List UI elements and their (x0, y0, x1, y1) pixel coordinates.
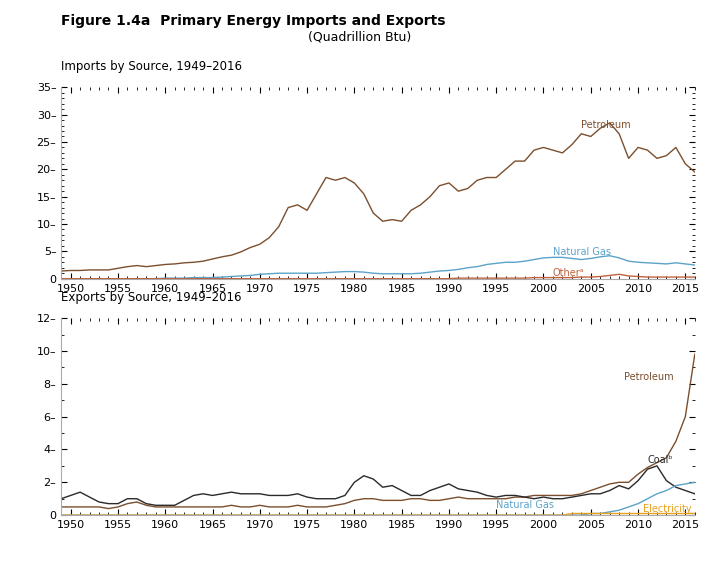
Text: Imports by Source, 1949–2016: Imports by Source, 1949–2016 (61, 60, 242, 73)
Text: Figure 1.4a  Primary Energy Imports and Exports: Figure 1.4a Primary Energy Imports and E… (61, 14, 446, 28)
Text: Petroleum: Petroleum (624, 373, 673, 382)
Text: Natural Gas: Natural Gas (553, 247, 611, 257)
Text: Petroleum: Petroleum (581, 120, 631, 130)
Text: Coalᵇ: Coalᵇ (647, 454, 673, 464)
Text: (Quadrillion Btu): (Quadrillion Btu) (308, 31, 412, 44)
Text: Natural Gas: Natural Gas (496, 500, 554, 510)
Text: Electricity: Electricity (643, 504, 691, 514)
Text: Otherᵃ: Otherᵃ (553, 267, 585, 278)
Text: Exports by Source, 1949–2016: Exports by Source, 1949–2016 (61, 291, 242, 304)
